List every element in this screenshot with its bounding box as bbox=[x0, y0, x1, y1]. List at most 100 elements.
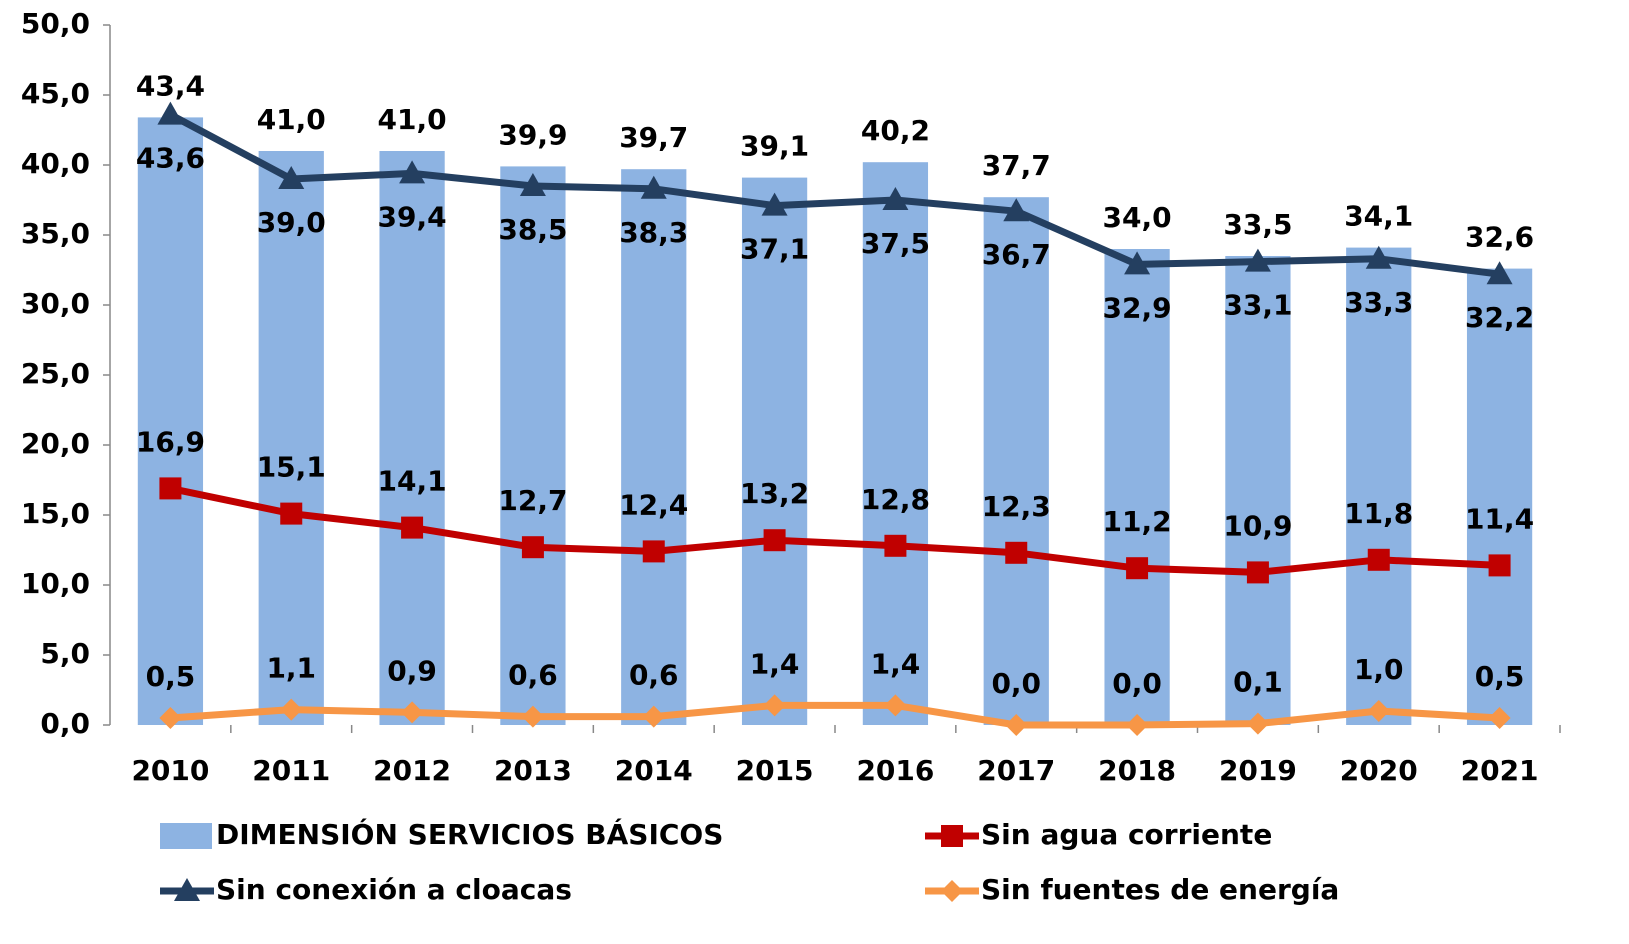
data-label: 41,0 bbox=[378, 103, 447, 136]
x-tick-label: 2019 bbox=[1219, 754, 1297, 787]
marker bbox=[1488, 707, 1511, 729]
bar bbox=[1104, 249, 1170, 725]
y-tick-label: 0,0 bbox=[40, 707, 90, 740]
data-label: 0,6 bbox=[508, 659, 558, 692]
marker bbox=[280, 698, 303, 721]
marker bbox=[884, 694, 907, 717]
data-label: 32,2 bbox=[1465, 301, 1534, 334]
y-tick-label: 20,0 bbox=[21, 427, 90, 460]
data-label: 12,4 bbox=[619, 488, 688, 521]
bar bbox=[621, 169, 687, 725]
x-tick-label: 2015 bbox=[736, 754, 814, 787]
data-label: 40,2 bbox=[861, 114, 930, 147]
data-label: 16,9 bbox=[136, 425, 205, 458]
data-label: 12,7 bbox=[498, 484, 567, 517]
y-tick-label: 25,0 bbox=[21, 357, 90, 390]
y-tick-label: 15,0 bbox=[21, 497, 90, 530]
data-label: 1,1 bbox=[266, 652, 316, 685]
x-tick-label: 2017 bbox=[977, 754, 1055, 787]
marker bbox=[1003, 198, 1030, 222]
marker bbox=[1365, 245, 1392, 269]
data-label: 39,4 bbox=[378, 200, 447, 233]
legend-marker bbox=[941, 880, 963, 902]
data-label: 0,0 bbox=[1112, 667, 1162, 700]
data-label: 37,1 bbox=[740, 233, 809, 266]
data-label: 32,9 bbox=[1103, 291, 1172, 324]
data-label: 37,7 bbox=[982, 149, 1051, 182]
y-tick-label: 40,0 bbox=[21, 147, 90, 180]
legend-label: Sin agua corriente bbox=[981, 818, 1272, 851]
bar bbox=[1225, 256, 1291, 725]
data-label: 0,9 bbox=[387, 654, 437, 687]
data-label: 1,4 bbox=[750, 647, 800, 680]
y-tick-label: 35,0 bbox=[21, 217, 90, 250]
data-label: 37,5 bbox=[861, 227, 930, 260]
data-label: 12,3 bbox=[982, 490, 1051, 523]
bar bbox=[1346, 247, 1412, 725]
data-label: 39,9 bbox=[498, 118, 567, 151]
bar bbox=[741, 177, 808, 726]
marker bbox=[159, 477, 182, 500]
data-label: 33,5 bbox=[1223, 208, 1292, 241]
bar bbox=[500, 166, 566, 725]
marker bbox=[521, 536, 544, 559]
marker bbox=[399, 160, 426, 184]
legend-swatch bbox=[160, 823, 212, 849]
y-tick-label: 50,0 bbox=[21, 7, 90, 40]
marker bbox=[763, 694, 786, 717]
data-label: 1,0 bbox=[1354, 653, 1404, 686]
data-label: 34,1 bbox=[1344, 200, 1413, 233]
marker bbox=[1126, 557, 1149, 580]
x-tick-label: 2011 bbox=[252, 754, 330, 787]
data-label: 0,5 bbox=[1475, 660, 1525, 693]
data-label: 32,6 bbox=[1465, 221, 1534, 254]
line bbox=[170, 701, 1500, 729]
marker bbox=[1367, 700, 1390, 722]
data-label: 43,6 bbox=[136, 142, 205, 175]
legend-marker bbox=[941, 825, 963, 847]
data-label: 11,4 bbox=[1465, 502, 1534, 535]
data-label: 39,1 bbox=[740, 130, 809, 163]
y-tick-label: 30,0 bbox=[21, 287, 90, 320]
marker bbox=[159, 707, 182, 729]
x-tick-label: 2012 bbox=[373, 754, 451, 787]
line bbox=[168, 111, 1501, 278]
bar bbox=[137, 117, 204, 725]
marker bbox=[519, 173, 546, 196]
data-label: 43,4 bbox=[136, 69, 205, 102]
x-tick-label: 2018 bbox=[1098, 754, 1176, 787]
marker bbox=[521, 705, 544, 728]
data-label: 34,0 bbox=[1103, 201, 1172, 234]
data-label: 38,3 bbox=[619, 216, 688, 249]
data-label: 15,1 bbox=[257, 451, 326, 484]
data-label: 0,5 bbox=[146, 660, 196, 693]
data-label: 38,5 bbox=[498, 213, 567, 246]
marker bbox=[763, 529, 786, 552]
data-label: 0,1 bbox=[1233, 666, 1283, 699]
marker bbox=[882, 187, 909, 210]
data-label: 33,1 bbox=[1223, 289, 1292, 322]
data-label: 0,6 bbox=[629, 659, 679, 692]
marker bbox=[1005, 714, 1028, 736]
data-label: 12,8 bbox=[861, 483, 930, 516]
x-tick-label: 2013 bbox=[494, 754, 572, 787]
data-label: 11,2 bbox=[1103, 505, 1172, 538]
x-tick-label: 2016 bbox=[856, 754, 934, 787]
marker bbox=[761, 192, 788, 216]
data-label: 41,0 bbox=[257, 103, 326, 136]
data-label: 14,1 bbox=[378, 465, 447, 498]
marker bbox=[642, 540, 665, 563]
marker bbox=[401, 701, 424, 724]
bar bbox=[1466, 268, 1533, 725]
legend-marker bbox=[174, 878, 200, 901]
x-tick-label: 2010 bbox=[131, 754, 209, 787]
marker bbox=[1246, 561, 1269, 584]
data-label: 33,3 bbox=[1344, 286, 1413, 319]
data-label: 10,9 bbox=[1223, 509, 1292, 542]
marker bbox=[1126, 714, 1149, 736]
data-label: 39,0 bbox=[257, 206, 326, 239]
data-label: 1,4 bbox=[871, 647, 921, 680]
bar bbox=[258, 151, 324, 725]
legend-label: DIMENSIÓN SERVICIOS BÁSICOS bbox=[216, 817, 723, 851]
